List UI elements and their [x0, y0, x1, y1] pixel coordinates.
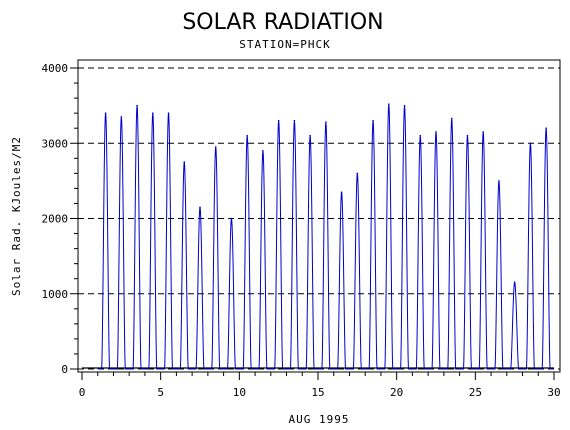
peak-point-day-17 [356, 172, 359, 175]
peak-point-day-1 [104, 112, 107, 114]
x-tick-label-5: 5 [157, 386, 164, 399]
peak-point-day-29 [545, 127, 547, 129]
peak-point-day-5 [167, 112, 170, 114]
y-tick-label-1000: 1000 [42, 288, 69, 301]
peak-point-day-3 [136, 104, 138, 107]
y-tick-label-2000: 2000 [42, 213, 69, 226]
chart-title: SOLAR RADIATION [182, 10, 383, 35]
y-axis-label: Solar Rad. KJoules/M2 [10, 136, 23, 296]
y-tick-label-4000: 4000 [42, 62, 69, 75]
y-tick-label-3000: 3000 [42, 137, 69, 150]
x-axis-label: AUG 1995 [289, 413, 350, 426]
peak-point-day-15 [325, 121, 327, 123]
x-tick-label-25: 25 [469, 386, 482, 399]
y-tick-label-0: 0 [61, 363, 68, 376]
peak-point-day-24 [466, 134, 469, 137]
peak-point-day-21 [419, 134, 422, 137]
y-axis: 0 1000 2000 3000 4000 [42, 62, 78, 376]
peak-point-day-12 [277, 119, 280, 122]
plot-frame [77, 59, 561, 373]
peak-point-day-28 [529, 142, 532, 145]
peak-point-day-4 [152, 112, 154, 114]
peak-point-day-23 [450, 117, 453, 120]
grid-lines [78, 67, 560, 370]
x-tick-label-20: 20 [390, 386, 403, 399]
series-line-solar-radiation [97, 104, 554, 370]
peak-point-day-14 [309, 134, 311, 137]
peak-point-day-8 [214, 146, 217, 148]
series-layer [82, 103, 554, 370]
peak-point-day-7 [199, 206, 201, 209]
peak-point-day-13 [293, 119, 296, 122]
peak-point-day-11 [262, 149, 264, 152]
chart-subtitle: STATION=PHCK [239, 38, 330, 51]
peak-point-day-26 [498, 180, 500, 182]
peak-point-day-20 [403, 104, 406, 107]
peak-point-day-18 [372, 119, 374, 122]
peak-point-day-9 [230, 217, 233, 220]
x-tick-label-15: 15 [311, 386, 324, 399]
x-tick-label-30: 30 [547, 386, 560, 399]
peak-point-day-16 [340, 191, 343, 193]
peak-point-day-6 [183, 161, 186, 163]
x-tick-label-10: 10 [233, 386, 246, 399]
peak-point-day-10 [246, 134, 248, 137]
x-axis: 0 5 10 15 20 25 30 [79, 372, 561, 399]
peak-point-day-19 [388, 103, 390, 105]
x-tick-label-0: 0 [79, 386, 86, 399]
peak-point-day-2 [120, 116, 123, 118]
peak-point-day-22 [435, 131, 437, 133]
peak-point-day-25 [482, 131, 485, 133]
peak-point-day-27 [513, 281, 516, 284]
